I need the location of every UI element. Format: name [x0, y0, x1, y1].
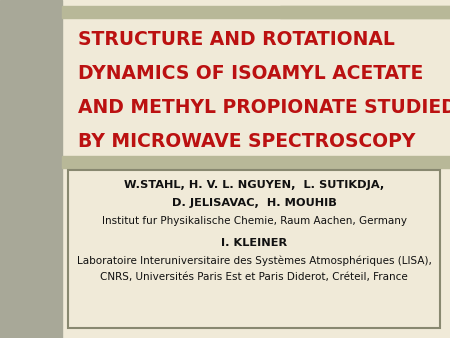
Bar	[62, 156, 450, 168]
Bar	[68, 170, 440, 328]
Text: STRUCTURE AND ROTATIONAL: STRUCTURE AND ROTATIONAL	[78, 30, 395, 49]
Text: Laboratoire Interuniversitaire des Systèmes Atmosphériques (LISA),: Laboratoire Interuniversitaire des Systè…	[76, 256, 432, 266]
Text: Institut fur Physikalische Chemie, Raum Aachen, Germany: Institut fur Physikalische Chemie, Raum …	[102, 216, 406, 226]
Bar	[280, 6, 450, 18]
Text: AND METHYL PROPIONATE STUDIED: AND METHYL PROPIONATE STUDIED	[78, 98, 450, 117]
Text: CNRS, Universités Paris Est et Paris Diderot, Créteil, France: CNRS, Universités Paris Est et Paris Did…	[100, 272, 408, 282]
Bar	[0, 0, 62, 338]
Text: I. KLEINER: I. KLEINER	[221, 238, 287, 248]
Bar	[62, 6, 450, 18]
Text: W.STAHL, H. V. L. NGUYEN,  L. SUTIKDJA,: W.STAHL, H. V. L. NGUYEN, L. SUTIKDJA,	[124, 180, 384, 190]
Text: DYNAMICS OF ISOAMYL ACETATE: DYNAMICS OF ISOAMYL ACETATE	[78, 64, 423, 83]
Text: D. JELISAVAC,  H. MOUHIB: D. JELISAVAC, H. MOUHIB	[171, 198, 337, 208]
Text: BY MICROWAVE SPECTROSCOPY: BY MICROWAVE SPECTROSCOPY	[78, 132, 415, 151]
